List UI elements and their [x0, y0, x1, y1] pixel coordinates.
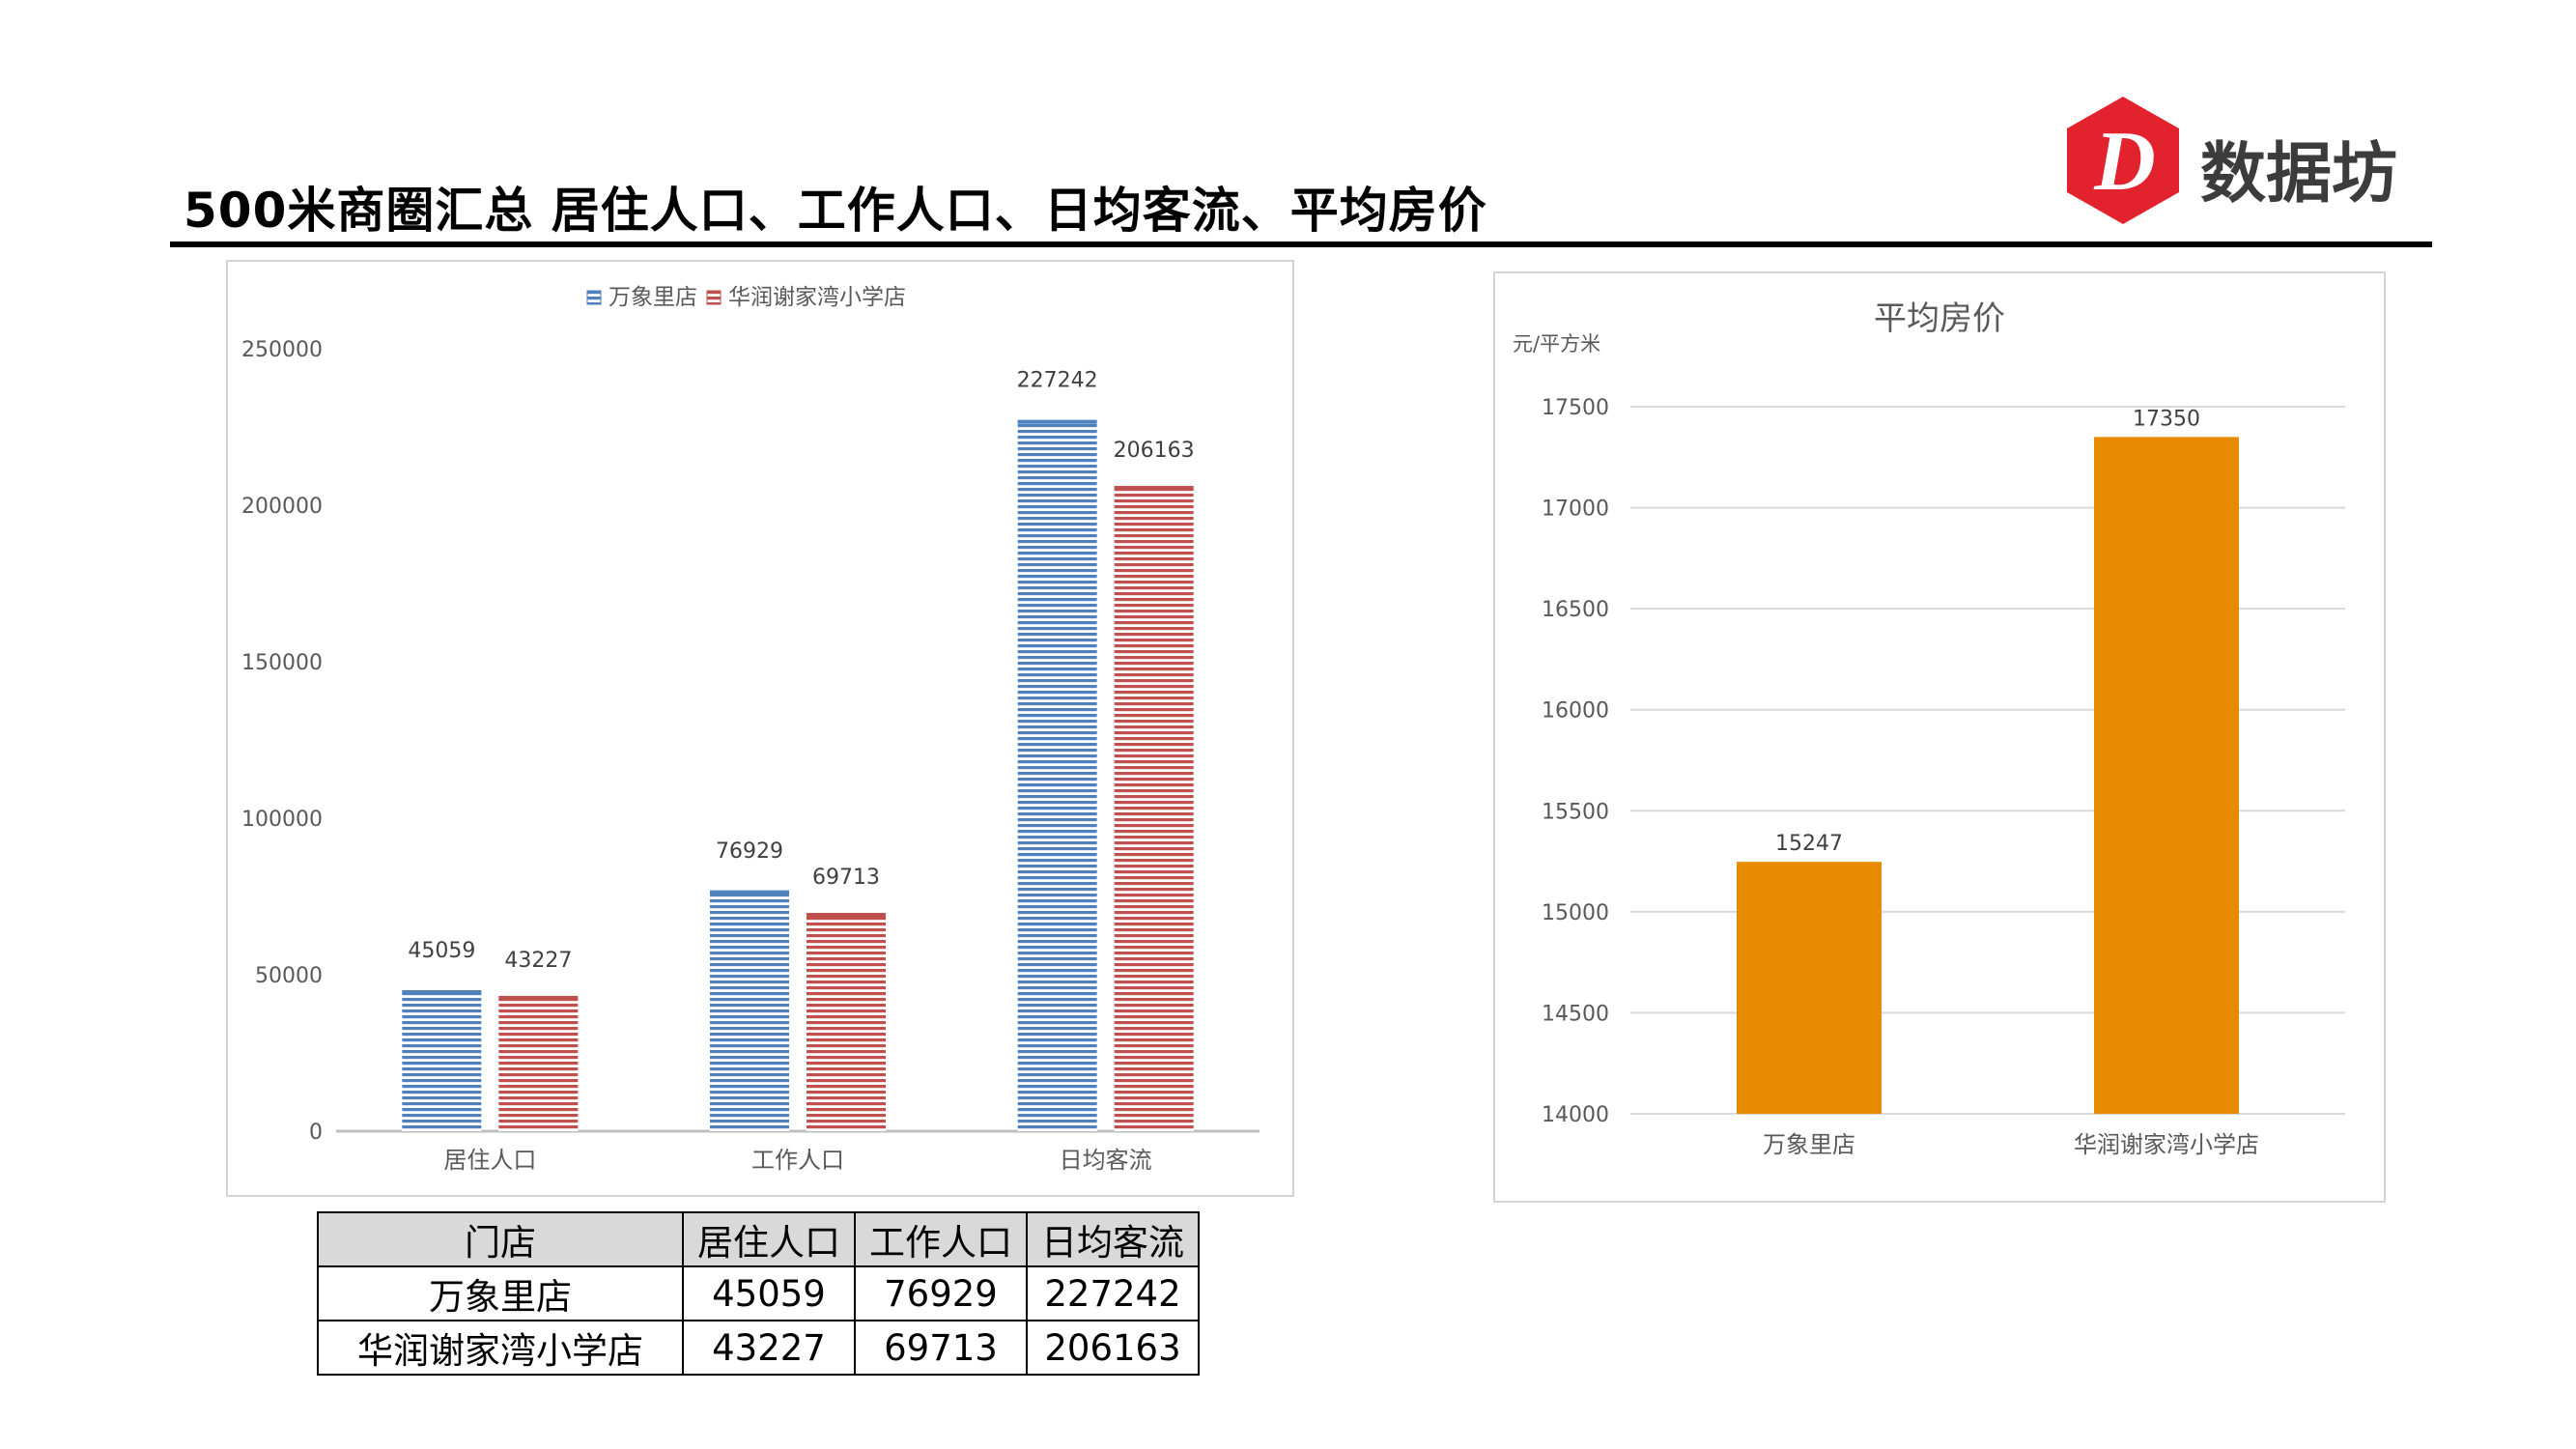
- data-label: 227242: [1017, 369, 1098, 393]
- y-tick-label: 150000: [241, 651, 323, 675]
- table-header-cell: 日均客流: [1026, 1211, 1200, 1267]
- title-divider: [170, 242, 2432, 247]
- x-tick-label: 万象里店: [1763, 1131, 1855, 1158]
- x-tick-label: 居住人口: [443, 1147, 536, 1174]
- bar: [1017, 419, 1097, 1131]
- summary-table: 门店 居住人口 工作人口 日均客流 万象里店 45059 76929 22724…: [317, 1211, 1200, 1376]
- y-tick-label: 50000: [255, 964, 323, 988]
- bar-top-edge: [710, 890, 789, 895]
- table-cell: 43227: [682, 1320, 856, 1376]
- bar-top-edge: [402, 990, 482, 995]
- bar-top-edge: [1017, 419, 1097, 424]
- y-tick-label: 15500: [1542, 800, 1609, 824]
- legend-label: 华润谢家湾小学店: [728, 285, 906, 310]
- y-axis-unit-label: 元/平方米: [1513, 332, 1600, 355]
- table-row: 华润谢家湾小学店 43227 69713 206163: [317, 1320, 1200, 1376]
- bar: [2094, 437, 2239, 1114]
- table-row: 万象里店 45059 76929 227242: [317, 1265, 1200, 1321]
- y-tick-label: 200000: [241, 495, 323, 519]
- x-tick-label: 日均客流: [1060, 1147, 1152, 1174]
- table-cell: 45059: [682, 1265, 856, 1321]
- brand-logo: D 数据坊: [2055, 93, 2442, 228]
- table-cell: 华润谢家湾小学店: [317, 1320, 684, 1376]
- y-tick-label: 14500: [1542, 1002, 1609, 1026]
- table-header-row: 门店 居住人口 工作人口 日均客流: [317, 1211, 1200, 1267]
- data-label: 43227: [504, 949, 572, 973]
- bar-top-edge: [807, 913, 886, 918]
- bar: [498, 995, 579, 1131]
- x-tick-label: 工作人口: [751, 1147, 844, 1174]
- y-tick-label: 0: [309, 1121, 323, 1145]
- y-tick-label: 100000: [241, 808, 323, 832]
- table-cell: 206163: [1026, 1320, 1200, 1376]
- population-traffic-chart: 0 50000 100000 150000 200000 250000 居住人口 45059 4…: [226, 260, 1294, 1197]
- bar-top-edge: [1114, 486, 1194, 491]
- table-cell: 69713: [854, 1320, 1028, 1376]
- logo-glyph: D: [2093, 115, 2156, 209]
- data-label: 69713: [812, 866, 880, 890]
- data-label: 206163: [1114, 439, 1195, 463]
- bar-top-edge: [498, 995, 579, 1000]
- bar: [807, 913, 886, 1131]
- table-cell: 万象里店: [317, 1265, 684, 1321]
- data-label: 76929: [716, 839, 783, 864]
- data-label: 17350: [2133, 407, 2200, 431]
- y-tick-label: 250000: [241, 338, 323, 362]
- bar: [1737, 862, 1882, 1114]
- bar: [402, 990, 482, 1131]
- legend-label: 万象里店: [609, 285, 697, 310]
- y-tick-label: 16000: [1542, 699, 1609, 724]
- y-tick-label: 17500: [1542, 396, 1609, 420]
- table-cell: 76929: [854, 1265, 1028, 1321]
- y-tick-label: 17000: [1542, 497, 1609, 522]
- table-cell: 227242: [1026, 1265, 1200, 1321]
- y-tick-label: 14000: [1542, 1103, 1609, 1127]
- table-header-cell: 门店: [317, 1211, 684, 1267]
- data-label: 15247: [1775, 832, 1843, 856]
- bar: [1114, 486, 1194, 1131]
- population-traffic-chart-svg: 0 50000 100000 150000 200000 250000 居住人口 45059 4…: [241, 285, 1260, 1174]
- legend-swatch: [586, 290, 602, 305]
- table-header-cell: 居住人口: [682, 1211, 856, 1267]
- page-title: 500米商圈汇总 居住人口、工作人口、日均客流、平均房价: [184, 183, 1487, 239]
- data-label: 45059: [408, 939, 475, 963]
- table-header-cell: 工作人口: [854, 1211, 1028, 1267]
- logo-text: 数据坊: [2200, 136, 2398, 213]
- x-tick-label: 华润谢家湾小学店: [2074, 1131, 2259, 1158]
- logo-hexagon-icon: D: [2067, 97, 2179, 224]
- bar: [710, 890, 789, 1131]
- y-tick-label: 15000: [1542, 901, 1609, 925]
- average-price-chart: 平均房价元/平方米 14000 14500 15000 15500 16000 16500 1…: [1493, 271, 2386, 1203]
- chart-title: 平均房价: [1874, 299, 2005, 338]
- y-tick-label: 16500: [1542, 598, 1609, 622]
- legend-swatch: [706, 290, 722, 305]
